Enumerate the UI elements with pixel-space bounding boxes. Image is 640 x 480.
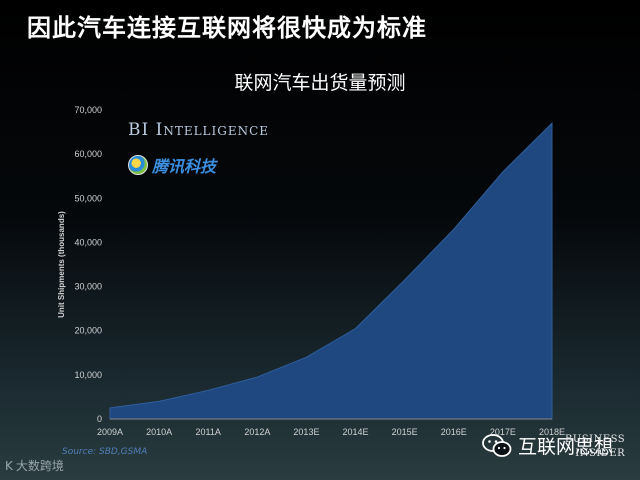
y-tick-label: 40,000 [74, 237, 102, 247]
y-tick-label: 10,000 [74, 370, 102, 380]
x-tick-label: 2011A [196, 427, 221, 437]
tencent-icon [128, 155, 148, 175]
x-tick-label: 2009A [97, 427, 123, 437]
x-tick-label: 2013E [293, 427, 319, 437]
y-tick-label: 70,000 [74, 105, 102, 115]
y-tick-label: 50,000 [74, 193, 102, 203]
x-tick-label: 2018E [539, 427, 565, 437]
y-tick-label: 30,000 [74, 282, 102, 292]
y-tick-label: 0 [97, 414, 102, 424]
wechat-watermark: 互联网思想 [482, 432, 613, 459]
x-tick-label: 2016E [441, 427, 467, 437]
source-note: Source: SBD,GSMA [62, 447, 148, 457]
x-tick-label: 2010A [146, 427, 172, 437]
business-insider-logo: BUSINESS INSIDER [565, 433, 625, 461]
bi-intelligence-logo: BI Intelligence [128, 120, 270, 140]
x-tick-label: 2014E [343, 427, 369, 437]
slide-title: 因此汽车连接互联网将很快成为标准 [27, 14, 427, 42]
bottom-left-watermark: K 大数跨境 [5, 457, 64, 474]
tencent-tech-name: 腾讯科技 [152, 157, 217, 176]
x-tick-label: 2015E [392, 427, 418, 437]
wechat-icon [482, 433, 512, 457]
business-insider-line-1: BUSINESS [565, 434, 626, 445]
chart-title: 联网汽车出货量预测 [234, 72, 406, 94]
tencent-tech-logo: 腾讯科技 [128, 153, 216, 177]
x-tick-label: 2012A [244, 427, 270, 437]
x-tick-label: 2017E [490, 427, 516, 437]
wechat-account-name: 互联网思想 [518, 436, 614, 458]
business-insider-line-2: INSIDER [575, 448, 626, 459]
watermark-mark: K [5, 458, 13, 473]
y-tick-label: 20,000 [74, 326, 102, 336]
shipments-area [109, 122, 553, 420]
y-tick-label: 60,000 [74, 149, 102, 159]
y-axis-label: Unit Shipments (thousands) [57, 211, 66, 318]
watermark-text: 大数跨境 [15, 459, 64, 473]
